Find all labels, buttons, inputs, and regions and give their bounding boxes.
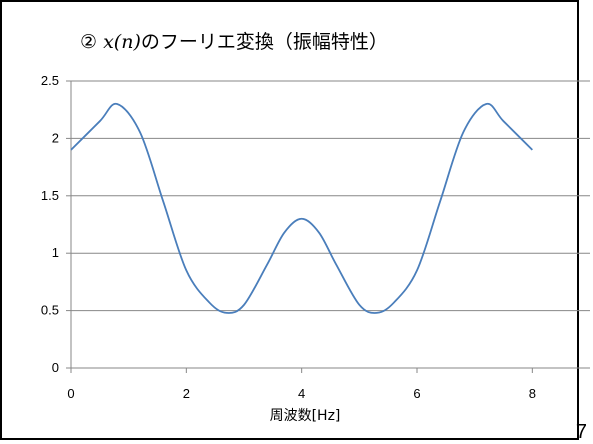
y-tick-label: 1.5: [41, 188, 59, 203]
x-tick-label: 6: [413, 386, 420, 401]
x-tick-label: 2: [183, 386, 190, 401]
y-tick-label: 0: [52, 360, 59, 375]
y-tick-label: 0.5: [41, 303, 59, 318]
slide-frame: [0, 0, 579, 440]
grid-lines: [71, 80, 590, 312]
x-axis-title: 周波数[Hz]: [270, 408, 341, 424]
y-tick-label: 2: [52, 130, 59, 145]
y-tick-label: 2.5: [41, 73, 59, 88]
y-tick-label: 1: [52, 245, 59, 260]
series-layer: [70, 102, 533, 314]
x-tick-label: 8: [529, 386, 536, 401]
x-tick-label: 0: [67, 386, 74, 401]
chart-title: ② x(n)のフーリエ変換（振幅特性）: [80, 31, 388, 53]
x-tick-label: 4: [298, 386, 305, 401]
series-line: [70, 102, 533, 314]
chart-title-math: x(n): [103, 31, 141, 53]
chart-title-suffix: のフーリエ変換（振幅特性）: [141, 31, 388, 53]
tick-labels: 0 0.5 1 1.5 2 2.5 0 2 4 6 8: [41, 73, 536, 401]
axes: [66, 80, 590, 373]
page-number: 7: [575, 421, 587, 443]
chart-title-prefix: ②: [80, 31, 103, 53]
